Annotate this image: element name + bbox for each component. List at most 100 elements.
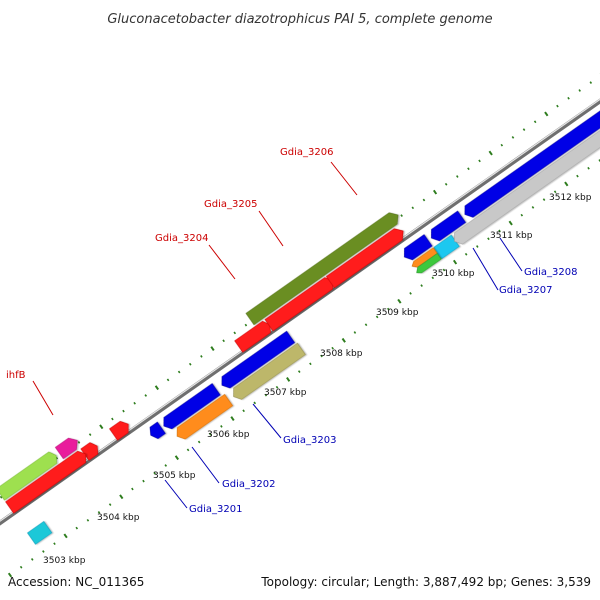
outer-tick — [222, 339, 225, 343]
gene-reverse-blue-2[interactable] — [427, 210, 467, 244]
outer-tick — [77, 441, 81, 444]
inner-tick — [520, 213, 524, 217]
outer-tick — [478, 159, 481, 163]
genome-summary-text: Topology: circular; Length: 3,887,492 bp… — [260, 575, 591, 589]
outer-tick — [444, 182, 448, 186]
inner-tick — [242, 409, 245, 413]
inner-tick — [174, 455, 180, 461]
gene-forward-red-long[interactable] — [325, 225, 407, 289]
inner-tick — [275, 385, 279, 389]
inner-tick — [542, 198, 546, 201]
inner-tick — [331, 346, 334, 350]
inner-tick — [131, 487, 134, 491]
inner-tick — [286, 377, 291, 382]
label-gdia-3201: Gdia_3201 — [189, 504, 242, 515]
inner-tick — [119, 494, 124, 500]
gene-gdia-3203[interactable] — [218, 330, 296, 391]
tick-label-3510: 3510 kbp — [432, 269, 475, 279]
outer-tick — [533, 120, 537, 124]
outer-tick — [422, 198, 426, 202]
gene-forward-red-left[interactable] — [5, 448, 90, 514]
inner-tick — [364, 323, 368, 327]
tick-label-3509: 3509 kbp — [376, 308, 419, 318]
inner-tick — [431, 276, 435, 280]
outer-tick — [144, 394, 148, 397]
label-gdia-3204: Gdia_3204 — [155, 233, 208, 244]
inner-tick — [587, 166, 590, 170]
inner-tick — [397, 298, 402, 304]
inner-tick — [264, 393, 268, 397]
outer-tick — [400, 214, 403, 217]
outer-tick — [166, 378, 170, 382]
inner-tick — [320, 354, 323, 358]
gene-reverse-blue-long[interactable] — [461, 76, 600, 220]
inner-tick — [476, 245, 479, 248]
outer-tick — [122, 409, 125, 413]
gene-gdia-3204[interactable] — [234, 319, 274, 353]
outer-tick — [133, 401, 136, 405]
accession-text: Accession: NC_011365 — [8, 575, 144, 589]
inner-tick — [97, 511, 101, 514]
inner-tick — [442, 268, 446, 272]
inner-tick — [253, 401, 257, 405]
outer-tick — [154, 385, 160, 391]
gene-gdia-3206[interactable] — [245, 209, 402, 326]
gene-forward-red-small-2[interactable] — [80, 440, 101, 461]
gene-reverse-green-small[interactable] — [414, 252, 442, 275]
inner-tick — [341, 337, 346, 343]
gene-reverse-cyan-left[interactable] — [27, 520, 53, 545]
inner-tick — [197, 440, 201, 444]
gene-ihfb[interactable] — [54, 435, 81, 460]
inner-tick — [75, 526, 79, 530]
inner-tick — [464, 252, 468, 256]
inner-tick — [353, 331, 357, 334]
tick-label-3504: 3504 kbp — [97, 513, 140, 523]
inner-tick — [220, 425, 223, 428]
gene-gdia-3202[interactable] — [160, 383, 221, 432]
gene-reverse-grey-long[interactable] — [450, 89, 600, 247]
gene-gdia-3201[interactable] — [147, 421, 166, 441]
inner-tick — [531, 206, 535, 209]
inner-tick-marks — [7, 159, 600, 578]
inner-tick — [297, 370, 301, 373]
outer-tick — [0, 495, 3, 499]
outer-tick — [177, 370, 181, 374]
label-gdia-3202: Gdia_3202 — [222, 479, 275, 490]
inner-tick — [375, 315, 379, 319]
outer-tick — [544, 111, 549, 117]
inner-tick — [142, 479, 145, 483]
outer-tick — [500, 143, 504, 147]
gene-reverse-orange[interactable] — [173, 393, 234, 442]
inner-tick — [230, 416, 235, 421]
outer-tick — [88, 433, 92, 436]
gene-gdia-3207[interactable] — [400, 234, 433, 263]
gene-forward-red-small[interactable] — [109, 418, 133, 441]
inner-tick — [208, 432, 212, 436]
tick-label-3508: 3508 kbp — [320, 349, 363, 359]
inner-tick — [508, 220, 513, 226]
gene-leaders — [32, 161, 523, 509]
outer-tick — [188, 362, 192, 366]
label-gdia-3207: Gdia_3207 — [499, 285, 552, 296]
outer-tick — [456, 175, 459, 178]
map-title: Gluconacetobacter diazotrophicus PAI 5, … — [107, 12, 492, 27]
inner-tick — [63, 533, 68, 539]
outer-tick — [578, 89, 581, 92]
outer-tick — [589, 81, 593, 84]
inner-tick — [387, 307, 390, 311]
gene-reverse-khaki[interactable] — [230, 342, 306, 402]
inner-tick — [498, 229, 501, 233]
tick-label-3506: 3506 kbp — [207, 430, 250, 440]
inner-tick — [164, 464, 168, 467]
inner-tick — [153, 471, 156, 475]
tick-label-3505: 3505 kbp — [153, 471, 196, 481]
outer-tick — [511, 136, 515, 139]
inner-tick — [553, 190, 557, 194]
label-gdia-3203: Gdia_3203 — [283, 435, 336, 446]
tick-label-3503: 3503 kbp — [43, 556, 86, 566]
outer-tick — [432, 189, 438, 195]
label-gdia-3205: Gdia_3205 — [204, 199, 257, 210]
gene-forward-left-lime[interactable] — [0, 450, 60, 501]
inner-tick — [452, 259, 458, 265]
